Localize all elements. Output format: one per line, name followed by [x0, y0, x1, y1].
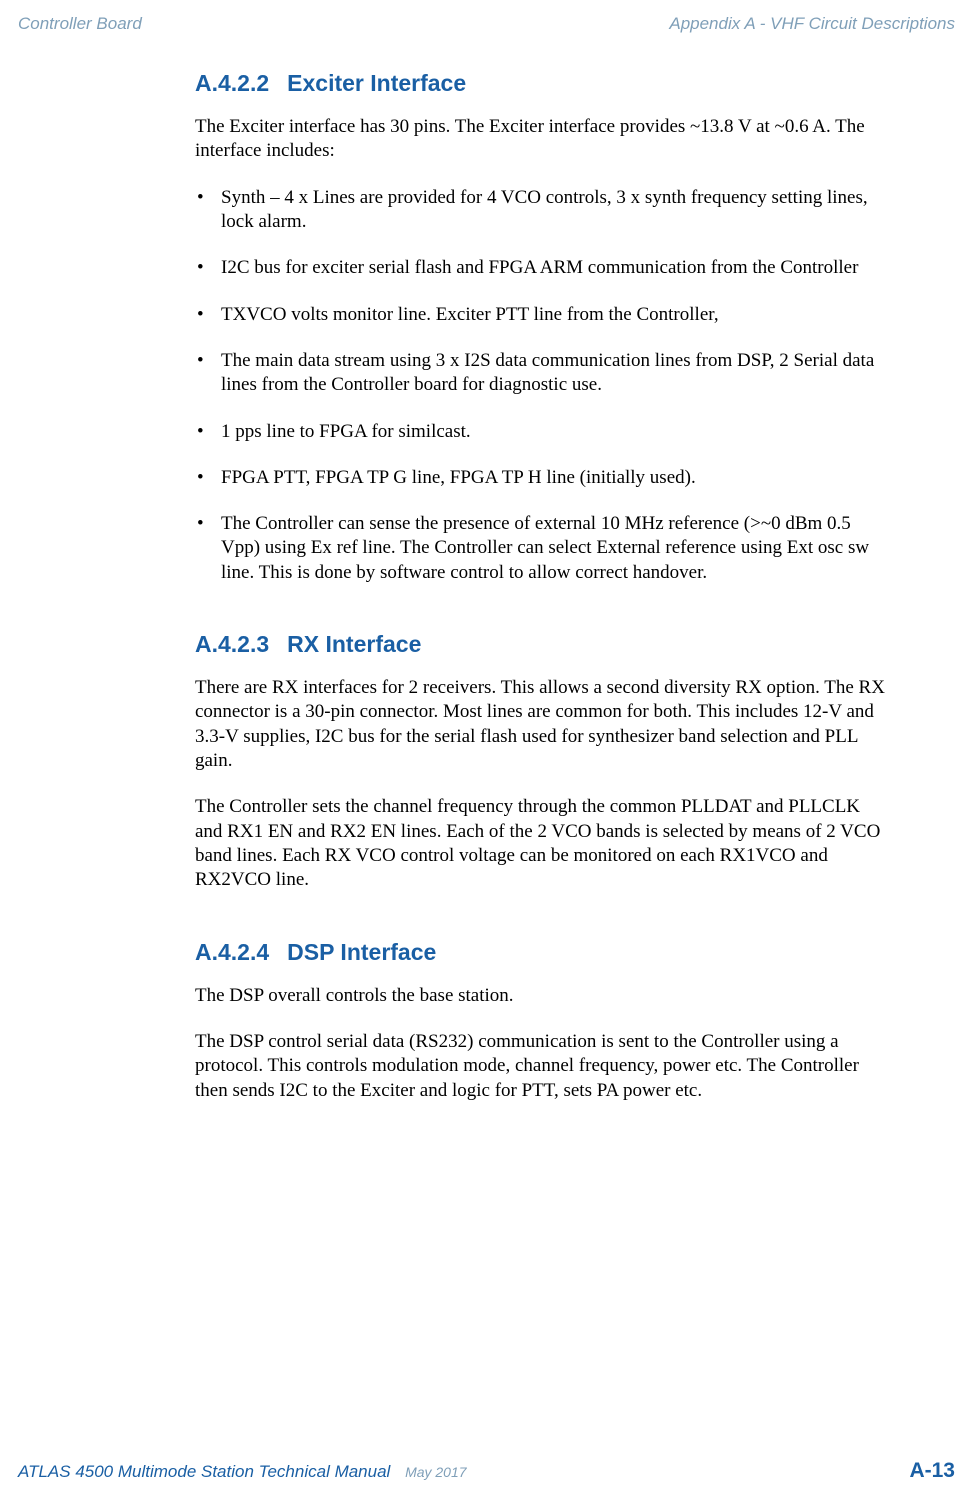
bullet-list: Synth – 4 x Lines are provided for 4 VCO…: [195, 186, 889, 585]
section-title: DSP Interface: [287, 939, 436, 965]
section-dsp-interface: A.4.2.4 DSP Interface The DSP overall con…: [195, 939, 889, 1103]
section-exciter-interface: A.4.2.2 Exciter Interface The Exciter int…: [195, 70, 889, 585]
footer-title: ATLAS 4500 Multimode Station Technical M…: [18, 1462, 390, 1481]
section-title: RX Interface: [287, 631, 421, 657]
footer-left: ATLAS 4500 Multimode Station Technical M…: [18, 1462, 467, 1482]
body-para: There are RX interfaces for 2 receivers.…: [195, 676, 889, 773]
footer-page-number: A-13: [909, 1459, 955, 1483]
section-heading: A.4.2.4 DSP Interface: [195, 939, 889, 966]
header-left: Controller Board: [18, 14, 142, 34]
list-item: Synth – 4 x Lines are provided for 4 VCO…: [195, 186, 889, 235]
list-item: TXVCO volts monitor line. Exciter PTT li…: [195, 303, 889, 327]
list-item: 1 pps line to FPGA for similcast.: [195, 420, 889, 444]
section-heading: A.4.2.2 Exciter Interface: [195, 70, 889, 97]
body-para: The DSP overall controls the base statio…: [195, 984, 889, 1008]
section-number: A.4.2.2: [195, 70, 269, 97]
header-right: Appendix A - VHF Circuit Descriptions: [669, 14, 955, 34]
section-title: Exciter Interface: [287, 70, 466, 96]
body-para: The Exciter interface has 30 pins. The E…: [195, 115, 889, 164]
list-item: The main data stream using 3 x I2S data …: [195, 349, 889, 398]
page-content: A.4.2.2 Exciter Interface The Exciter int…: [195, 70, 889, 1149]
body-para: The Controller sets the channel frequenc…: [195, 795, 889, 892]
section-rx-interface: A.4.2.3 RX Interface There are RX interfa…: [195, 631, 889, 893]
section-number: A.4.2.3: [195, 631, 269, 658]
footer-date: May 2017: [405, 1464, 466, 1480]
page-header: Controller Board Appendix A - VHF Circui…: [0, 14, 973, 34]
list-item: FPGA PTT, FPGA TP G line, FPGA TP H line…: [195, 466, 889, 490]
page-footer: ATLAS 4500 Multimode Station Technical M…: [0, 1459, 973, 1483]
section-heading: A.4.2.3 RX Interface: [195, 631, 889, 658]
page: Controller Board Appendix A - VHF Circui…: [0, 0, 973, 1499]
section-number: A.4.2.4: [195, 939, 269, 966]
list-item: I2C bus for exciter serial flash and FPG…: [195, 256, 889, 280]
list-item: The Controller can sense the presence of…: [195, 512, 889, 585]
body-para: The DSP control serial data (RS232) comm…: [195, 1030, 889, 1103]
